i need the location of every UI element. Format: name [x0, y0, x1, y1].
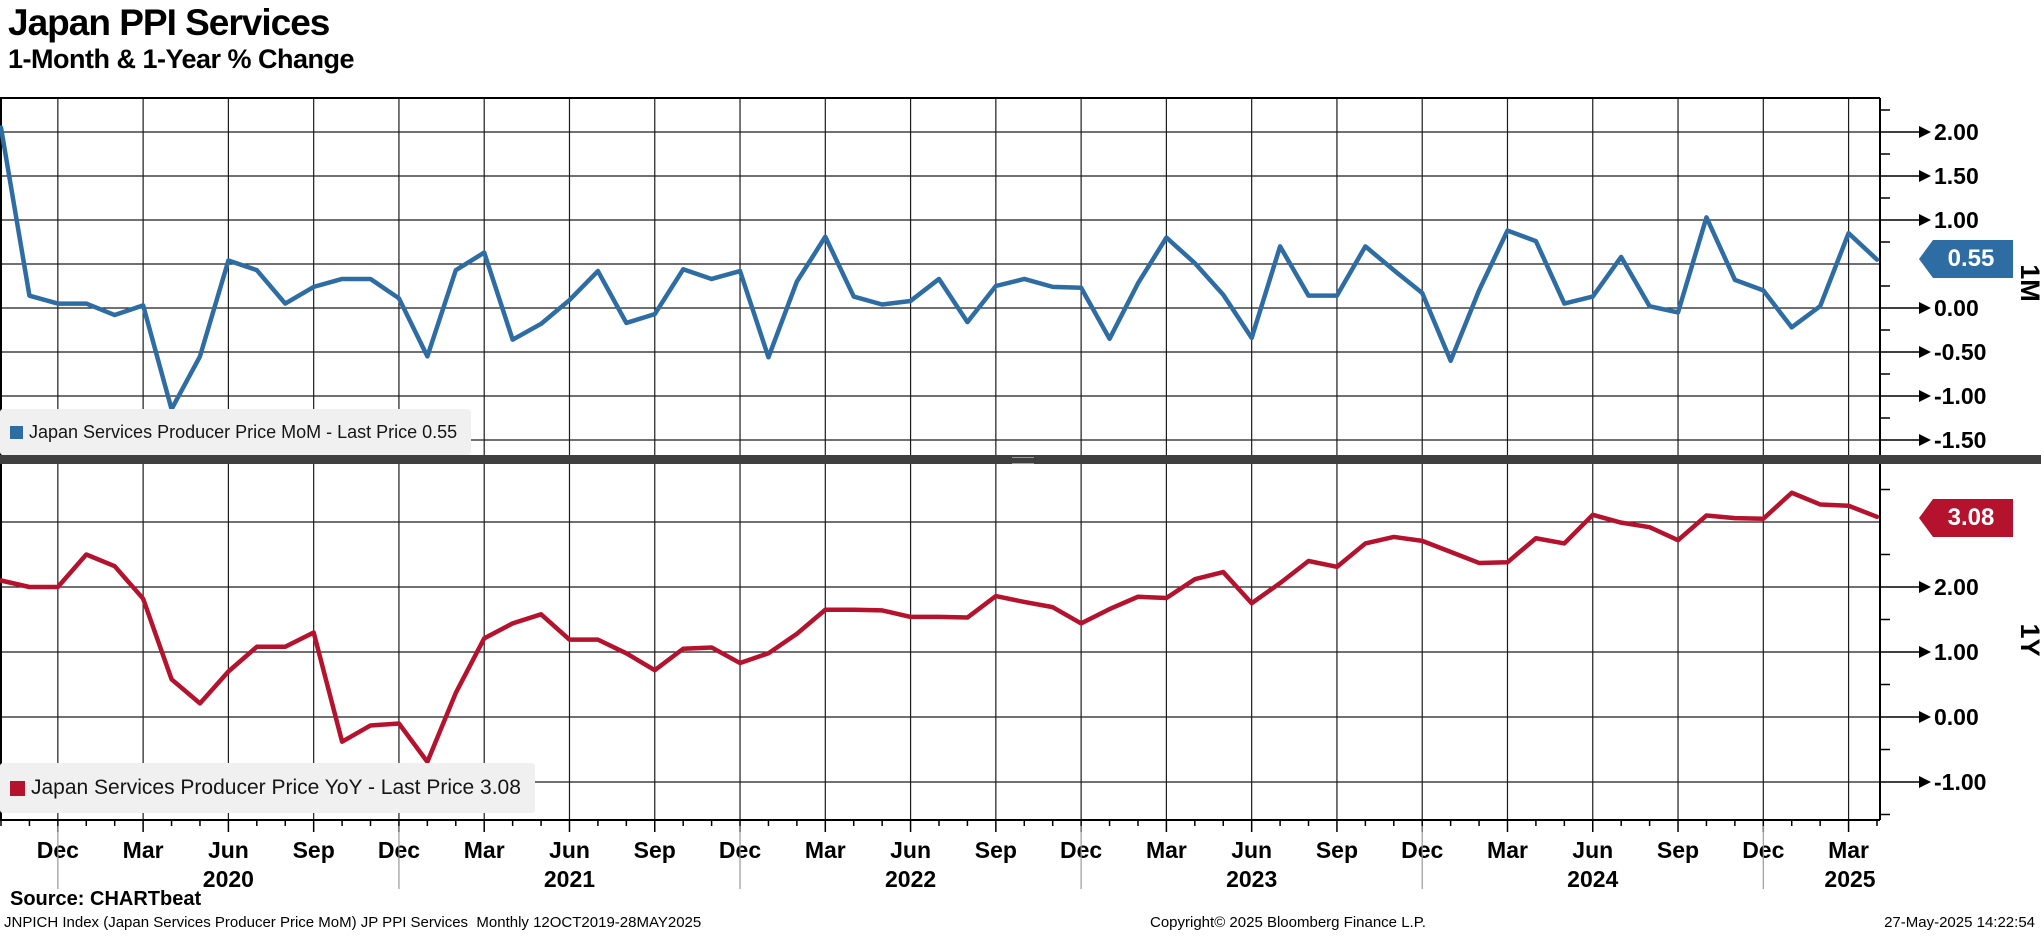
svg-text:2.00: 2.00	[1934, 119, 1979, 145]
svg-text:Mar: Mar	[1828, 837, 1869, 863]
divider-grip-icon	[1012, 457, 1034, 464]
svg-text:1M: 1M	[2015, 264, 2041, 302]
svg-text:Jun: Jun	[890, 837, 931, 863]
svg-text:-1.50: -1.50	[1934, 427, 1986, 453]
mom-series-swatch-icon	[10, 425, 23, 439]
svg-text:2025: 2025	[1824, 866, 1875, 892]
footer-datetime: 27-May-2025 14:22:54	[1884, 914, 2035, 931]
svg-text:-1.00: -1.00	[1934, 769, 1986, 795]
svg-text:Mar: Mar	[1146, 837, 1187, 863]
svg-text:Jun: Jun	[549, 837, 590, 863]
legend-yoy-label: Japan Services Producer Price YoY - Last…	[31, 776, 521, 799]
svg-text:2.00: 2.00	[1934, 574, 1979, 600]
svg-text:Jun: Jun	[1231, 837, 1272, 863]
footer-description: JNPICH Index (Japan Services Producer Pr…	[4, 914, 702, 931]
page-title: Japan PPI Services	[8, 2, 330, 43]
svg-text:0.00: 0.00	[1934, 704, 1979, 730]
svg-text:2022: 2022	[885, 866, 936, 892]
svg-text:Mar: Mar	[464, 837, 505, 863]
source-label: Source: CHARTbeat	[10, 888, 202, 910]
svg-text:0.00: 0.00	[1934, 295, 1979, 321]
svg-text:Sep: Sep	[634, 837, 676, 863]
svg-text:Jun: Jun	[208, 837, 249, 863]
svg-text:Mar: Mar	[805, 837, 846, 863]
svg-text:Sep: Sep	[1316, 837, 1358, 863]
legend-mom-label: Japan Services Producer Price MoM - Last…	[29, 421, 458, 442]
last-price-badge-yoy: 3.08	[1919, 499, 2013, 537]
svg-text:2023: 2023	[1226, 866, 1277, 892]
svg-text:Sep: Sep	[293, 837, 335, 863]
svg-text:Jun: Jun	[1572, 837, 1613, 863]
svg-text:1.00: 1.00	[1934, 207, 1979, 233]
page-subtitle: 1-Month & 1-Year % Change	[8, 44, 355, 74]
svg-text:Sep: Sep	[975, 837, 1017, 863]
last-price-badge-mom: 0.55	[1919, 240, 2013, 278]
legend-yoy[interactable]: Japan Services Producer Price YoY - Last…	[0, 763, 535, 813]
legend-mom[interactable]: Japan Services Producer Price MoM - Last…	[0, 409, 472, 455]
footer-copyright: Copyright© 2025 Bloomberg Finance L.P.	[1150, 914, 1426, 931]
svg-text:1Y: 1Y	[2015, 623, 2041, 656]
svg-text:Mar: Mar	[1487, 837, 1528, 863]
chart-header: Japan PPI Services 1-Month & 1-Year % Ch…	[8, 2, 355, 75]
svg-text:-0.50: -0.50	[1934, 339, 1986, 365]
svg-text:1.50: 1.50	[1934, 163, 1979, 189]
svg-text:Sep: Sep	[1657, 837, 1699, 863]
svg-text:2024: 2024	[1567, 866, 1618, 892]
panel-divider[interactable]	[0, 455, 2041, 464]
svg-text:1.00: 1.00	[1934, 639, 1979, 665]
yoy-series-swatch-icon	[10, 780, 25, 796]
svg-text:2021: 2021	[544, 866, 595, 892]
svg-text:2020: 2020	[203, 866, 254, 892]
svg-text:Mar: Mar	[123, 837, 164, 863]
svg-text:-1.00: -1.00	[1934, 383, 1986, 409]
